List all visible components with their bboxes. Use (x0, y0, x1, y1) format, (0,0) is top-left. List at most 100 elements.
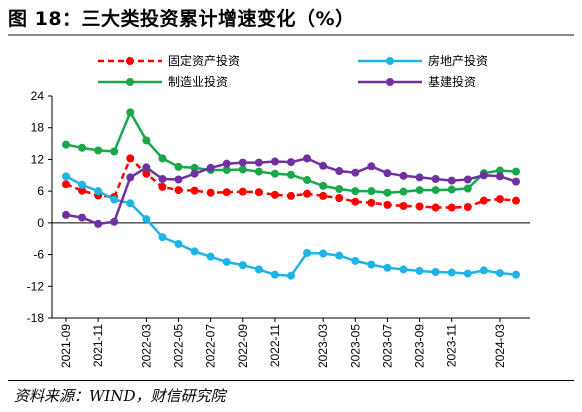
data-point (512, 270, 520, 279)
data-point (62, 210, 70, 219)
data-point (303, 248, 312, 257)
data-point (463, 175, 472, 184)
data-point (238, 187, 247, 196)
series-1 (62, 154, 520, 212)
x-tick-label: 2023-05 (348, 324, 362, 368)
data-point (447, 268, 456, 277)
data-point (415, 266, 424, 275)
data-point (335, 167, 344, 176)
data-point (431, 174, 440, 183)
data-point (142, 163, 151, 172)
data-point (142, 169, 151, 178)
page-title: 图 18：三大类投资累计增速变化（%） (8, 8, 355, 30)
x-tick-label: 2023-03 (316, 324, 330, 368)
axes: 24 18 12 6 0 -6 -12 -18 2021-09 2021-11 2022-03 202… (27, 89, 530, 368)
data-point (351, 187, 360, 196)
data-point (222, 159, 231, 168)
data-point (287, 191, 295, 200)
data-point (383, 169, 392, 178)
data-point (319, 249, 328, 258)
data-point (254, 158, 263, 167)
data-point (383, 200, 392, 209)
data-point (126, 199, 135, 208)
y-tick-label: 0 (37, 216, 44, 230)
data-point (94, 187, 103, 196)
data-point (222, 166, 231, 174)
data-point (174, 162, 183, 171)
data-point (447, 203, 456, 212)
source-note: 资料来源：WIND，财信研究院 (14, 387, 226, 405)
x-tick-label: 2022-07 (204, 324, 218, 368)
x-tick-label: 2023-09 (413, 324, 427, 368)
data-point (383, 188, 392, 197)
data-point (206, 163, 215, 172)
footer-divider (8, 380, 574, 381)
data-point (254, 188, 263, 197)
data-point (254, 265, 263, 274)
data-point (190, 247, 199, 256)
series-2 (62, 172, 520, 280)
data-point (495, 172, 504, 181)
data-point (303, 189, 312, 198)
data-point (383, 263, 392, 272)
data-point (495, 195, 504, 204)
y-tick-label: -18 (27, 311, 45, 325)
data-point (110, 147, 119, 156)
x-tick-label: 2021-09 (59, 324, 73, 368)
data-point (512, 167, 520, 176)
legend-entry: 固定资产投资 (98, 53, 240, 68)
data-point (399, 201, 408, 210)
data-point (351, 168, 360, 177)
data-point (62, 140, 70, 149)
data-point (319, 181, 328, 190)
legend-entry: 基建投资 (358, 74, 476, 89)
data-point (351, 256, 360, 265)
x-tick-label: 2023-11 (445, 324, 459, 367)
y-tick-label: -6 (33, 248, 44, 262)
data-point (206, 188, 215, 197)
data-point (62, 180, 70, 189)
data-point (415, 202, 424, 211)
data-point (495, 269, 504, 278)
data-point (238, 158, 247, 167)
legend-swatch-marker (126, 57, 134, 65)
data-point (479, 266, 488, 275)
series-4 (62, 154, 520, 228)
y-tick-label: -12 (27, 279, 45, 293)
x-tick-label: 2022-09 (236, 324, 250, 368)
legend-entry: 房地产投资 (358, 53, 488, 68)
data-point (303, 154, 312, 163)
data-point (142, 136, 151, 145)
x-tick-label: 2024-03 (493, 324, 507, 368)
legend-entry: 制造业投资 (98, 74, 228, 89)
series-layer (62, 108, 520, 280)
data-point (190, 169, 199, 178)
data-point (447, 176, 456, 185)
x-tick-label: 2023-07 (380, 324, 394, 368)
data-point (399, 187, 408, 196)
data-point (270, 190, 279, 199)
data-point (415, 173, 424, 182)
data-point (415, 186, 424, 195)
data-point (158, 233, 167, 242)
data-point (94, 146, 103, 155)
legend-label: 制造业投资 (168, 74, 228, 89)
x-tick-label: 2022-05 (172, 324, 186, 368)
data-point (78, 180, 87, 189)
data-point (238, 165, 247, 174)
data-point (319, 191, 328, 200)
data-point (367, 187, 376, 196)
data-point (463, 184, 472, 193)
data-point (126, 108, 135, 117)
data-point (190, 163, 199, 172)
y-tick-label: 18 (31, 121, 45, 135)
data-point (62, 172, 70, 181)
data-point (78, 213, 87, 222)
legend-swatch-marker (126, 78, 134, 86)
data-point (431, 186, 440, 195)
data-point (431, 203, 440, 212)
data-point (126, 154, 135, 163)
data-point (238, 261, 247, 270)
y-tick-label: 24 (31, 89, 45, 103)
